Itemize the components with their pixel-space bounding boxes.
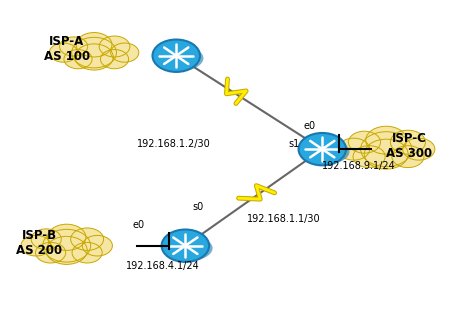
Ellipse shape	[163, 235, 213, 261]
Circle shape	[361, 132, 412, 167]
Text: s0: s0	[192, 202, 203, 212]
Circle shape	[162, 230, 209, 262]
Circle shape	[392, 146, 424, 168]
Circle shape	[64, 49, 92, 69]
Circle shape	[76, 33, 112, 57]
Circle shape	[71, 228, 103, 250]
Circle shape	[364, 139, 408, 169]
Circle shape	[182, 244, 188, 248]
Circle shape	[111, 43, 139, 62]
Circle shape	[46, 236, 87, 264]
Circle shape	[72, 37, 116, 68]
Circle shape	[82, 236, 112, 256]
Circle shape	[152, 40, 200, 72]
Text: 192.168.4.1/24: 192.168.4.1/24	[126, 261, 200, 271]
Circle shape	[353, 146, 385, 168]
Circle shape	[338, 138, 370, 160]
Ellipse shape	[300, 139, 349, 165]
Circle shape	[390, 130, 426, 154]
Ellipse shape	[153, 45, 203, 71]
Circle shape	[31, 229, 61, 249]
Circle shape	[75, 44, 113, 70]
Text: s1: s1	[288, 139, 299, 150]
Circle shape	[36, 243, 66, 263]
Circle shape	[48, 224, 86, 250]
Circle shape	[173, 54, 179, 58]
Circle shape	[298, 133, 346, 165]
Circle shape	[49, 43, 78, 62]
Circle shape	[319, 147, 325, 151]
Text: 192.168.1.2/30: 192.168.1.2/30	[137, 139, 211, 150]
Circle shape	[100, 49, 128, 69]
Circle shape	[366, 126, 407, 154]
Circle shape	[43, 230, 91, 262]
Circle shape	[348, 131, 381, 153]
Text: 192.168.9.1/24: 192.168.9.1/24	[322, 161, 396, 171]
Circle shape	[21, 236, 51, 256]
Circle shape	[99, 36, 130, 57]
Text: ISP-C
AS 300: ISP-C AS 300	[386, 132, 432, 160]
Text: ISP-A
AS 100: ISP-A AS 100	[43, 36, 90, 63]
Text: e0: e0	[304, 121, 316, 131]
Circle shape	[72, 243, 102, 263]
Text: ISP-B
AS 200: ISP-B AS 200	[16, 229, 62, 256]
Circle shape	[60, 37, 88, 56]
Text: e0: e0	[132, 220, 144, 230]
Circle shape	[403, 138, 435, 160]
Text: 192.168.1.1/30: 192.168.1.1/30	[247, 214, 321, 224]
